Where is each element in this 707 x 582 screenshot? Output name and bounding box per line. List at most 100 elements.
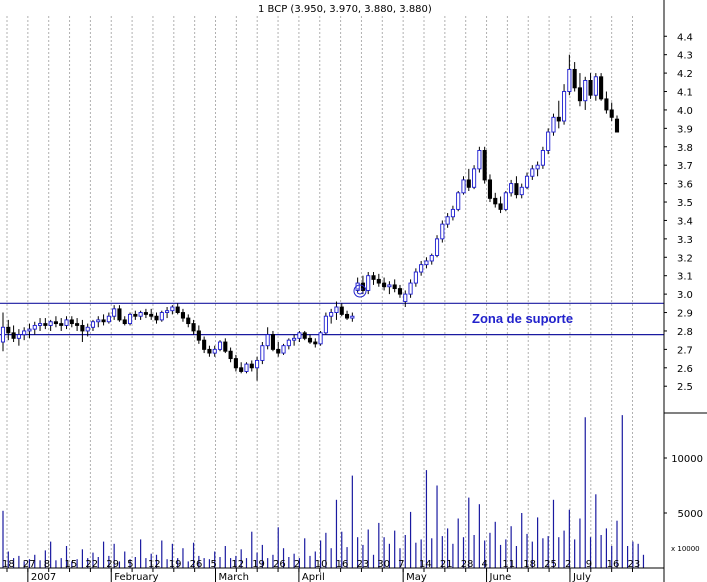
candle-body (366, 275, 371, 291)
candle-body (180, 312, 186, 319)
candle-body (38, 323, 43, 326)
candle-body (493, 197, 498, 205)
date-tick-label: 30 (377, 559, 390, 570)
candle-body (382, 282, 387, 288)
candles (0, 54, 620, 381)
candle-body (329, 312, 334, 317)
candle-body (509, 183, 514, 194)
smiley-icon (353, 284, 367, 298)
candle-body (154, 315, 159, 321)
date-tick-label: 27 (23, 559, 36, 570)
smiley-eye (361, 288, 363, 290)
candle-body (593, 76, 598, 96)
candle-body (286, 339, 291, 347)
candle-body (239, 367, 244, 372)
candle-body (186, 317, 191, 325)
price-tick-label: 3.1 (677, 272, 693, 283)
price-tick-label: 3.3 (677, 235, 693, 246)
candle-body (122, 319, 127, 325)
candle-body (307, 337, 313, 343)
price-tick-label: 3.7 (677, 161, 693, 172)
candle-body (249, 363, 254, 369)
date-tick-label: 11 (502, 559, 515, 570)
candle-body (350, 315, 355, 319)
date-tick-label: 2 (565, 559, 571, 570)
candle-body (302, 332, 307, 339)
candle-body (519, 186, 524, 196)
price-tick-label: 2.9 (677, 309, 693, 320)
candle-body (43, 323, 48, 326)
date-tick-label: 5 (127, 559, 133, 570)
candle-body (530, 168, 535, 177)
candle-body (16, 334, 21, 339)
candle-body (551, 116, 556, 133)
candle-body (64, 319, 69, 326)
candle-body (0, 326, 6, 343)
candle-body (546, 131, 551, 151)
candle-body (371, 275, 376, 280)
candle-body (75, 323, 80, 326)
candle-body (90, 321, 96, 328)
date-tick-label: 4 (482, 559, 488, 570)
candle-body (297, 332, 302, 339)
price-tick-label: 2.8 (677, 327, 693, 338)
candle-body (466, 179, 471, 188)
candle-body (165, 310, 170, 313)
candle-body (429, 254, 434, 262)
candle-body (149, 313, 154, 317)
candle-body (583, 80, 588, 102)
candle-body (202, 339, 207, 350)
date-tick-label: 8 (44, 559, 50, 570)
candle-body (334, 306, 339, 313)
candle-body (313, 341, 318, 345)
candle-body (292, 337, 297, 341)
candle-body (27, 328, 32, 332)
month-label: May (406, 572, 427, 582)
candle-body (599, 76, 604, 100)
month-label: March (219, 572, 249, 582)
candle-body (408, 282, 413, 295)
candle-body (450, 208, 455, 218)
price-tick-label: 3.6 (677, 180, 693, 191)
price-tick-label: 2.6 (677, 364, 693, 375)
candle-body (276, 348, 281, 354)
candle-body (212, 348, 217, 354)
candle-body (191, 323, 196, 332)
date-tick-label: 23 (628, 559, 641, 570)
candle-body (540, 150, 545, 166)
volume-tick-label: 5000 (678, 509, 703, 520)
candle-body (143, 312, 148, 315)
candle-body (514, 183, 519, 196)
candle-body (48, 321, 53, 326)
candle-body (413, 271, 418, 284)
candle-body (80, 324, 85, 332)
candle-body (228, 350, 233, 360)
candle-body (133, 313, 138, 317)
candle-body (567, 68, 572, 92)
candle-body (609, 109, 614, 118)
volume-tick-label: 10000 (671, 454, 703, 465)
price-tick-label: 3.9 (677, 124, 693, 135)
price-tick-label: 3.0 (677, 290, 693, 301)
candle-body (69, 319, 74, 325)
date-tick-label: 12 (148, 559, 161, 570)
candle-body (472, 168, 477, 188)
date-tick-label: 9 (586, 559, 592, 570)
candle-body (244, 363, 249, 372)
date-tick-label: 26 (273, 559, 286, 570)
candle-body (503, 192, 508, 210)
candle-body (397, 288, 403, 295)
candle-body (556, 116, 561, 122)
support-zone-label: Zona de suporte (472, 311, 573, 326)
chart-title: 1 BCP (3.950, 3.970, 3.880, 3.880) (258, 4, 432, 15)
candle-body (424, 260, 429, 266)
candle-body (138, 312, 143, 317)
candle-body (487, 179, 493, 199)
date-tick-label: 28 (461, 559, 474, 570)
smiley-eye (357, 288, 359, 290)
candle-body (6, 326, 11, 334)
price-tick-label: 4.2 (677, 69, 693, 80)
